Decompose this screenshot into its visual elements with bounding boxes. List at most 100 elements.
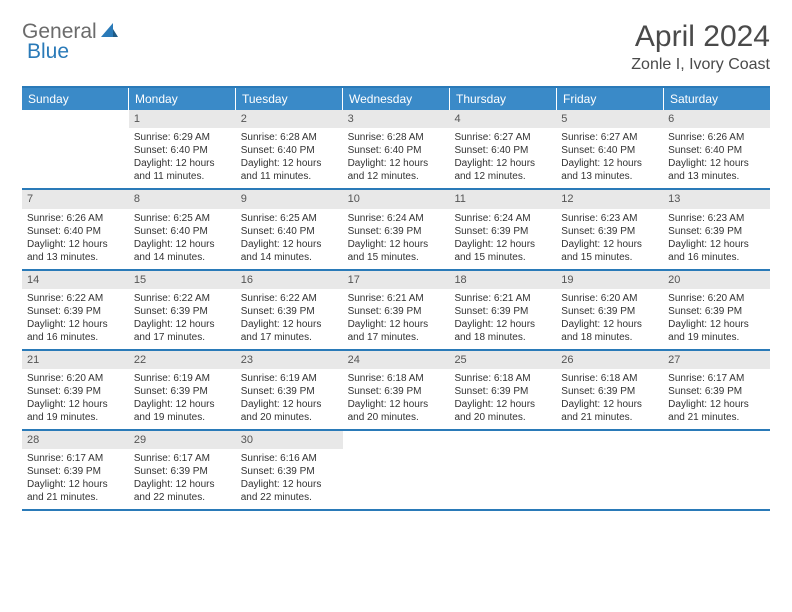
cell-body: Sunrise: 6:21 AMSunset: 6:39 PMDaylight:…	[343, 289, 450, 349]
sunrise-text: Sunrise: 6:18 AM	[561, 372, 658, 385]
day-number: 26	[556, 351, 663, 369]
cell-body: Sunrise: 6:16 AMSunset: 6:39 PMDaylight:…	[236, 449, 343, 509]
calendar-cell: 8Sunrise: 6:25 AMSunset: 6:40 PMDaylight…	[129, 190, 236, 268]
calendar-cell: 22Sunrise: 6:19 AMSunset: 6:39 PMDayligh…	[129, 351, 236, 429]
day-number: 1	[129, 110, 236, 128]
daylight-text: Daylight: 12 hours and 17 minutes.	[348, 318, 445, 344]
logo-text-blue: Blue	[27, 40, 69, 64]
week-row: 28Sunrise: 6:17 AMSunset: 6:39 PMDayligh…	[22, 431, 770, 511]
calendar-cell: 16Sunrise: 6:22 AMSunset: 6:39 PMDayligh…	[236, 271, 343, 349]
day-headers-row: SundayMondayTuesdayWednesdayThursdayFrid…	[22, 88, 770, 110]
cell-body: Sunrise: 6:18 AMSunset: 6:39 PMDaylight:…	[449, 369, 556, 429]
sunrise-text: Sunrise: 6:20 AM	[27, 372, 124, 385]
sunset-text: Sunset: 6:39 PM	[241, 465, 338, 478]
sunrise-text: Sunrise: 6:24 AM	[348, 212, 445, 225]
daylight-text: Daylight: 12 hours and 22 minutes.	[241, 478, 338, 504]
day-number: 28	[22, 431, 129, 449]
calendar-cell: 3Sunrise: 6:28 AMSunset: 6:40 PMDaylight…	[343, 110, 450, 188]
day-number: 30	[236, 431, 343, 449]
cell-body: Sunrise: 6:18 AMSunset: 6:39 PMDaylight:…	[343, 369, 450, 429]
calendar-cell: 15Sunrise: 6:22 AMSunset: 6:39 PMDayligh…	[129, 271, 236, 349]
sunset-text: Sunset: 6:39 PM	[134, 305, 231, 318]
daylight-text: Daylight: 12 hours and 19 minutes.	[668, 318, 765, 344]
daylight-text: Daylight: 12 hours and 11 minutes.	[241, 157, 338, 183]
calendar-cell: 28Sunrise: 6:17 AMSunset: 6:39 PMDayligh…	[22, 431, 129, 509]
day-header: Thursday	[450, 88, 557, 110]
day-header: Friday	[557, 88, 664, 110]
sunrise-text: Sunrise: 6:20 AM	[561, 292, 658, 305]
day-number: 10	[343, 190, 450, 208]
calendar-cell: 19Sunrise: 6:20 AMSunset: 6:39 PMDayligh…	[556, 271, 663, 349]
calendar-cell: 18Sunrise: 6:21 AMSunset: 6:39 PMDayligh…	[449, 271, 556, 349]
sunrise-text: Sunrise: 6:22 AM	[241, 292, 338, 305]
sunset-text: Sunset: 6:39 PM	[348, 385, 445, 398]
daylight-text: Daylight: 12 hours and 16 minutes.	[668, 238, 765, 264]
cell-body: Sunrise: 6:23 AMSunset: 6:39 PMDaylight:…	[556, 209, 663, 269]
daylight-text: Daylight: 12 hours and 14 minutes.	[241, 238, 338, 264]
sunrise-text: Sunrise: 6:25 AM	[134, 212, 231, 225]
sunset-text: Sunset: 6:39 PM	[668, 385, 765, 398]
daylight-text: Daylight: 12 hours and 15 minutes.	[454, 238, 551, 264]
cell-body: Sunrise: 6:17 AMSunset: 6:39 PMDaylight:…	[663, 369, 770, 429]
title-block: April 2024 Zonle I, Ivory Coast	[631, 20, 770, 74]
day-number: 17	[343, 271, 450, 289]
day-number: 2	[236, 110, 343, 128]
sunset-text: Sunset: 6:39 PM	[561, 225, 658, 238]
calendar-cell: 13Sunrise: 6:23 AMSunset: 6:39 PMDayligh…	[663, 190, 770, 268]
calendar-cell: 10Sunrise: 6:24 AMSunset: 6:39 PMDayligh…	[343, 190, 450, 268]
sunset-text: Sunset: 6:40 PM	[348, 144, 445, 157]
daylight-text: Daylight: 12 hours and 13 minutes.	[561, 157, 658, 183]
cell-body: Sunrise: 6:24 AMSunset: 6:39 PMDaylight:…	[343, 209, 450, 269]
calendar-cell: 20Sunrise: 6:20 AMSunset: 6:39 PMDayligh…	[663, 271, 770, 349]
sunset-text: Sunset: 6:39 PM	[134, 465, 231, 478]
day-number: 21	[22, 351, 129, 369]
sunset-text: Sunset: 6:40 PM	[134, 225, 231, 238]
calendar-cell: 29 Sunrise: 6:17 AMSunset: 6:39 PMDayligh…	[129, 431, 236, 509]
calendar-cell: 5Sunrise: 6:27 AMSunset: 6:40 PMDaylight…	[556, 110, 663, 188]
sunset-text: Sunset: 6:39 PM	[454, 225, 551, 238]
daylight-text: Daylight: 12 hours and 16 minutes.	[27, 318, 124, 344]
day-number: 16	[236, 271, 343, 289]
day-number: 7	[22, 190, 129, 208]
calendar-cell	[343, 431, 450, 509]
sunset-text: Sunset: 6:40 PM	[454, 144, 551, 157]
sunrise-text: Sunrise: 6:17 AM	[134, 452, 231, 465]
sunset-text: Sunset: 6:40 PM	[27, 225, 124, 238]
sunrise-text: Sunrise: 6:23 AM	[561, 212, 658, 225]
sunrise-text: Sunrise: 6:23 AM	[668, 212, 765, 225]
cell-body: Sunrise: 6:26 AMSunset: 6:40 PMDaylight:…	[22, 209, 129, 269]
sunset-text: Sunset: 6:39 PM	[134, 385, 231, 398]
sunrise-text: Sunrise: 6:24 AM	[454, 212, 551, 225]
sunset-text: Sunset: 6:39 PM	[668, 305, 765, 318]
cell-body: Sunrise: 6:22 AMSunset: 6:39 PMDaylight:…	[22, 289, 129, 349]
day-number: 29	[129, 431, 236, 449]
calendar-cell: 1Sunrise: 6:29 AMSunset: 6:40 PMDaylight…	[129, 110, 236, 188]
daylight-text: Daylight: 12 hours and 11 minutes.	[134, 157, 231, 183]
sunset-text: Sunset: 6:39 PM	[668, 225, 765, 238]
day-number: 12	[556, 190, 663, 208]
cell-body: Sunrise: 6:20 AMSunset: 6:39 PMDaylight:…	[22, 369, 129, 429]
sunrise-text: Sunrise: 6:19 AM	[134, 372, 231, 385]
sunset-text: Sunset: 6:40 PM	[668, 144, 765, 157]
day-number: 14	[22, 271, 129, 289]
sunrise-text: Sunrise: 6:29 AM	[134, 131, 231, 144]
daylight-text: Daylight: 12 hours and 17 minutes.	[134, 318, 231, 344]
sunset-text: Sunset: 6:39 PM	[561, 385, 658, 398]
cell-body: Sunrise: 6:21 AMSunset: 6:39 PMDaylight:…	[449, 289, 556, 349]
cell-body: Sunrise: 6:19 AMSunset: 6:39 PMDaylight:…	[129, 369, 236, 429]
daylight-text: Daylight: 12 hours and 22 minutes.	[134, 478, 231, 504]
sunrise-text: Sunrise: 6:27 AM	[454, 131, 551, 144]
calendar-cell: 2Sunrise: 6:28 AMSunset: 6:40 PMDaylight…	[236, 110, 343, 188]
daylight-text: Daylight: 12 hours and 14 minutes.	[134, 238, 231, 264]
day-number: 6	[663, 110, 770, 128]
daylight-text: Daylight: 12 hours and 15 minutes.	[348, 238, 445, 264]
sunrise-text: Sunrise: 6:26 AM	[668, 131, 765, 144]
calendar-cell: 7Sunrise: 6:26 AMSunset: 6:40 PMDaylight…	[22, 190, 129, 268]
day-number: 23	[236, 351, 343, 369]
cell-body: Sunrise: 6:23 AMSunset: 6:39 PMDaylight:…	[663, 209, 770, 269]
cell-body: Sunrise: 6:24 AMSunset: 6:39 PMDaylight:…	[449, 209, 556, 269]
day-header: Monday	[129, 88, 236, 110]
calendar-cell	[449, 431, 556, 509]
sunset-text: Sunset: 6:39 PM	[241, 305, 338, 318]
calendar-cell: 27Sunrise: 6:17 AMSunset: 6:39 PMDayligh…	[663, 351, 770, 429]
